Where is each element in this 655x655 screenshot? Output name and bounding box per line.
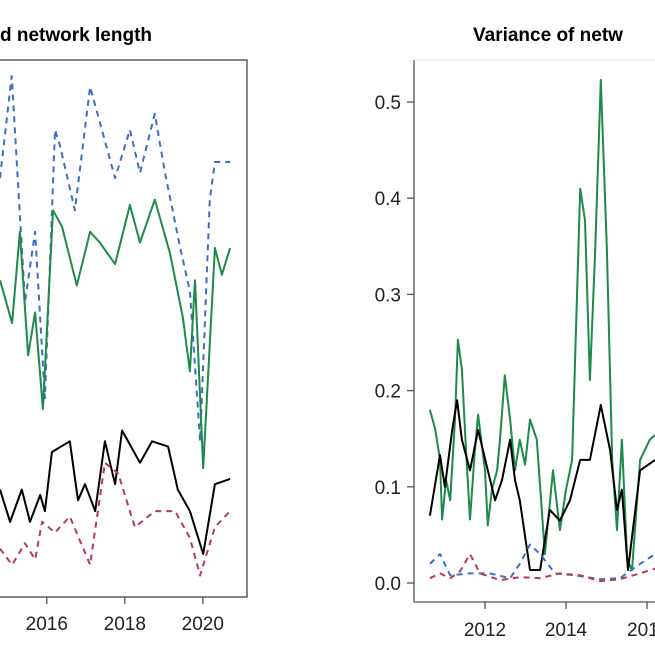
chart-title-right: Variance of netw [473,25,623,46]
x-tick-label: 201 [627,620,655,641]
y-tick-label: 0.3 [375,285,401,306]
y-tick-label: 0.2 [375,382,401,403]
series-line-red-dashed [0,461,231,577]
plot-box-left [0,59,248,598]
series-line-green-solid [0,198,232,470]
series-line-green-solid [428,78,655,571]
series-line-red-dashed [429,553,655,583]
series-line-blue-dashed [429,543,655,581]
panel-variance: Variance of netw 2012 2014 201 0.0 0.1 0.2 0.… [375,25,655,641]
y-tick-label: 0.5 [375,93,401,114]
x-tick-label: 2016 [26,614,68,635]
y-tick-label: 0.1 [375,478,401,499]
series-line-black-solid [428,399,655,571]
panel-network-length: d network length 2016 2018 2020 [0,25,248,635]
series-line-black-solid [0,429,231,555]
x-tick-label: 2020 [182,614,224,635]
series-line-blue-dashed [0,75,231,443]
y-tick-label: 0.0 [375,574,401,595]
x-tick-label: 2018 [104,614,146,635]
chart-title-left: d network length [0,25,152,46]
y-tick-label: 0.4 [375,189,402,210]
x-tick-label: 2012 [464,620,506,641]
x-tick-label: 2014 [545,620,588,641]
